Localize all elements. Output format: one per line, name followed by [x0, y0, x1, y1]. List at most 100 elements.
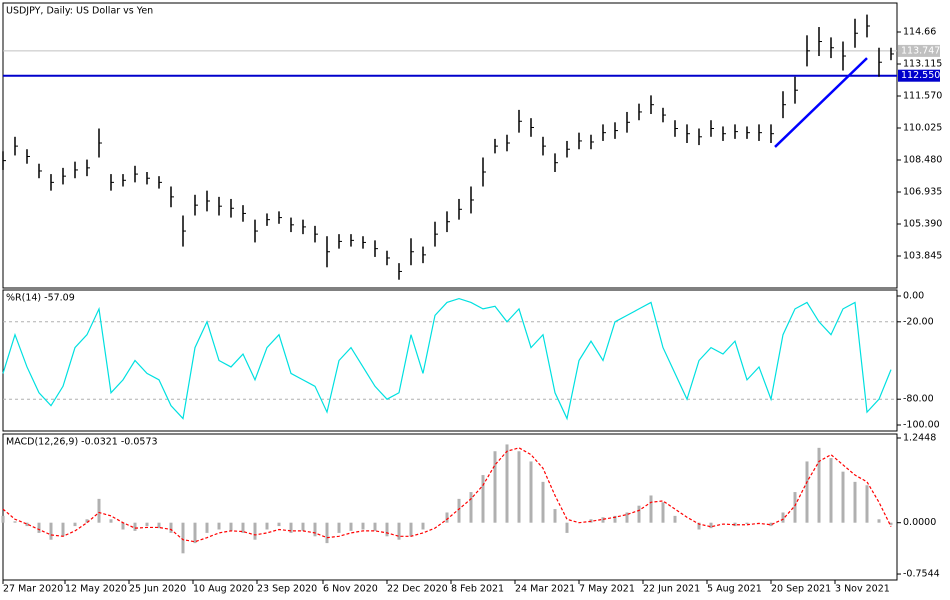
y-tick-label: 105.390	[903, 218, 942, 229]
macd-bar	[277, 522, 281, 527]
macd-bar	[625, 512, 629, 523]
macd-bar	[361, 522, 365, 530]
signal-line	[2, 447, 892, 543]
macd-bar	[541, 481, 545, 523]
x-tick-label: 5 Aug 2021	[707, 584, 762, 595]
macd-bar	[325, 522, 329, 544]
wpr-line	[2, 297, 892, 421]
x-tick-label: 20 Sep 2021	[771, 584, 831, 595]
macd-bar	[217, 522, 221, 530]
y-tick-label: 111.570	[903, 90, 942, 101]
macd-bar	[73, 522, 77, 527]
macd-bar	[829, 458, 833, 523]
y-tick-label: 114.66	[903, 26, 936, 37]
macd-bar	[661, 502, 665, 523]
macd-bar	[445, 512, 449, 523]
macd-bar	[697, 522, 701, 530]
macd-bar	[793, 492, 797, 523]
trendline	[774, 57, 868, 148]
macd-bar	[313, 522, 317, 537]
macd-bar	[241, 522, 245, 533]
x-tick-label: 22 Dec 2020	[387, 584, 448, 595]
x-tick-label: 7 May 2021	[579, 584, 635, 595]
macd-bar	[469, 492, 473, 523]
macd-bar	[457, 498, 461, 523]
macd-bar	[97, 498, 101, 523]
y-tick-label: -100.00	[903, 420, 940, 431]
macd-bar	[169, 522, 173, 533]
macd-bar	[301, 522, 305, 531]
macd-bar	[373, 522, 377, 531]
x-tick-label: 25 Jun 2020	[129, 584, 186, 595]
macd-bar	[49, 522, 53, 540]
panel-frame	[2, 2, 898, 289]
y-tick-label: -0.7544	[903, 569, 940, 580]
macd-bar	[805, 461, 809, 523]
price-label: 113.747	[901, 45, 940, 56]
price-label-box	[898, 44, 940, 57]
y-tick-label: 103.845	[903, 250, 942, 261]
macd-bar	[25, 522, 29, 527]
x-tick-label: 22 Jun 2021	[643, 584, 700, 595]
macd-bar	[529, 461, 533, 523]
macd-bar	[601, 517, 605, 523]
macd-bar	[553, 509, 557, 523]
macd-bar	[877, 519, 881, 523]
price-label-box	[898, 69, 940, 82]
macd-bar	[481, 475, 485, 523]
x-tick-label: 12 May 2020	[65, 584, 127, 595]
macd-bar	[397, 522, 401, 540]
x-tick-label: 10 Aug 2020	[193, 584, 254, 595]
macd-bar	[409, 522, 413, 537]
macd-bar	[13, 521, 17, 523]
x-tick-label: 27 Mar 2020	[3, 584, 63, 595]
macd-bar	[781, 512, 785, 523]
macd-bar	[745, 522, 749, 525]
macd-bar	[817, 447, 821, 523]
macd-bar	[157, 522, 161, 529]
macd-bar	[385, 522, 389, 537]
macd-bar	[493, 451, 497, 523]
y-tick-label: 108.480	[903, 154, 942, 165]
macd-bar	[709, 522, 713, 529]
y-tick-label: 1.2448	[903, 432, 936, 443]
macd-bar	[37, 522, 41, 533]
macd-bar	[349, 522, 353, 531]
macd-bar	[337, 522, 341, 533]
macd-bar	[733, 522, 737, 527]
x-tick-label: 23 Sep 2020	[257, 584, 317, 595]
panel-title: USDJPY, Daily: US Dollar vs Yen	[6, 6, 153, 17]
macd-bar	[109, 519, 113, 523]
macd-bar	[133, 522, 137, 531]
macd-bar	[673, 515, 677, 523]
panel-title: %R(14) -57.09	[6, 293, 75, 304]
macd-bar	[889, 522, 893, 525]
macd-bar	[289, 522, 293, 533]
x-tick-label: 6 Nov 2020	[323, 584, 378, 595]
macd-bar	[181, 522, 185, 554]
macd-bar	[193, 522, 197, 544]
macd-bar	[229, 522, 233, 531]
y-tick-label: -80.00	[903, 394, 934, 405]
panel-frame	[2, 433, 898, 581]
y-tick-label: 113.115	[903, 58, 942, 69]
price-label: 112.550	[901, 70, 940, 81]
macd-bar	[637, 505, 641, 523]
macd-bar	[421, 522, 425, 530]
macd-bar	[841, 471, 845, 523]
y-tick-label: -20.00	[903, 316, 934, 327]
macd-bar	[565, 522, 569, 533]
y-tick-label: 106.935	[903, 186, 942, 197]
macd-bar	[505, 444, 509, 523]
macd-bar	[649, 495, 653, 523]
macd-bar	[85, 519, 89, 523]
macd-bar	[265, 522, 269, 530]
x-tick-label: 8 Feb 2021	[451, 584, 504, 595]
macd-bar	[205, 522, 209, 533]
macd-bar	[769, 522, 773, 527]
macd-bar	[253, 522, 257, 540]
macd-bar	[865, 485, 869, 523]
y-tick-label: 110.025	[903, 122, 942, 133]
macd-bar	[613, 515, 617, 523]
